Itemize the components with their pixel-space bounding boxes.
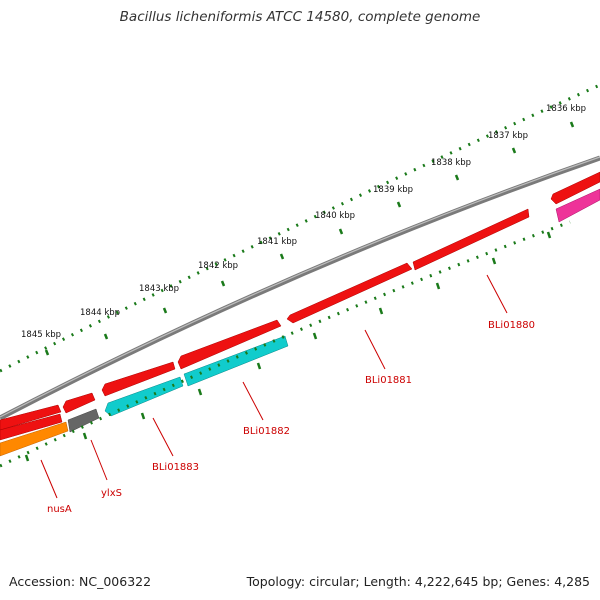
feature-ylxS [67,408,100,433]
inner-strand-features [0,188,600,457]
inner-major-tick [197,388,203,396]
major-tick-1839 [396,201,402,208]
scale-label: 1839 kbp [373,185,413,195]
feature-BLi01882 [183,335,289,387]
feature-BLi01883 [104,376,184,417]
accession-text: Accession: NC_006322 [9,574,152,589]
leader-BLi01880 [486,274,508,314]
genome-backbone [0,155,600,421]
feature-pink [555,188,600,223]
major-tick-1836 [569,121,575,128]
major-tick-1837 [511,147,517,154]
leader-nusA [40,459,58,499]
scale-label: 1844 kbp [80,308,120,318]
map-title: Bacillus licheniformis ATCC 14580, compl… [119,9,481,25]
scale-label: 1843 kbp [139,284,179,294]
genome-summary-text: Topology: circular; Length: 4,222,645 bp… [246,574,590,589]
scale-label: 1841 kbp [257,237,297,247]
feature-BLi01880 [412,208,530,271]
feature-red-5 [550,171,600,205]
gene-label-BLi01881: BLi01881 [365,375,412,386]
gene-label-nusA: nusA [47,504,72,515]
inner-major-tick [378,307,384,315]
gene-labels: BLi01880 BLi01881 BLi01882 BLi01883 ylxS… [47,320,535,515]
genome-backbone-highlight [0,156,600,418]
leader-ylxS [90,439,108,481]
major-tick-1841 [279,253,285,260]
inner-major-tick [24,454,30,462]
feature-nusA [0,421,69,457]
feature-red-4 [0,404,62,431]
outer-tick-ring [0,83,600,373]
scale-labels: 1836 kbp 1837 kbp 1838 kbp 1839 kbp 1840… [21,104,586,340]
inner-major-tick [140,412,146,420]
major-tick-1840 [338,228,344,235]
major-tick-1842 [220,280,226,287]
inner-tick-ring [0,220,571,468]
inner-major-tick [491,257,497,265]
inner-major-tick [546,231,552,239]
leader-BLi01881 [364,329,386,370]
scale-label: 1838 kbp [431,158,471,168]
inner-dotted-ring [0,220,571,468]
major-tick-1844 [103,333,109,340]
leader-BLi01883 [152,417,174,457]
gene-label-ylxS: ylxS [101,488,122,499]
major-tick-1843 [162,307,168,314]
feature-red-6 [0,413,63,441]
gene-label-BLi01883: BLi01883 [152,462,199,473]
scale-label: 1836 kbp [546,104,586,114]
scale-label: 1837 kbp [488,131,528,141]
scale-label: 1840 kbp [315,211,355,221]
feature-red-3 [62,392,96,414]
inner-major-tick [82,432,88,440]
inner-major-tick [256,362,262,370]
leader-lines [40,274,508,499]
scale-label: 1842 kbp [198,261,238,271]
gene-label-BLi01880: BLi01880 [488,320,535,331]
scale-label: 1845 kbp [21,330,61,340]
major-tick-1845 [44,349,50,356]
inner-major-tick [312,332,318,340]
gene-label-BLi01882: BLi01882 [243,426,290,437]
feature-red-2 [101,361,176,397]
feature-BLi01881 [286,262,413,324]
major-tick-1838 [454,174,460,181]
leader-BLi01882 [242,381,264,421]
inner-major-tick [435,282,441,290]
feature-red-1 [177,319,282,370]
outer-strand-features [0,171,600,431]
